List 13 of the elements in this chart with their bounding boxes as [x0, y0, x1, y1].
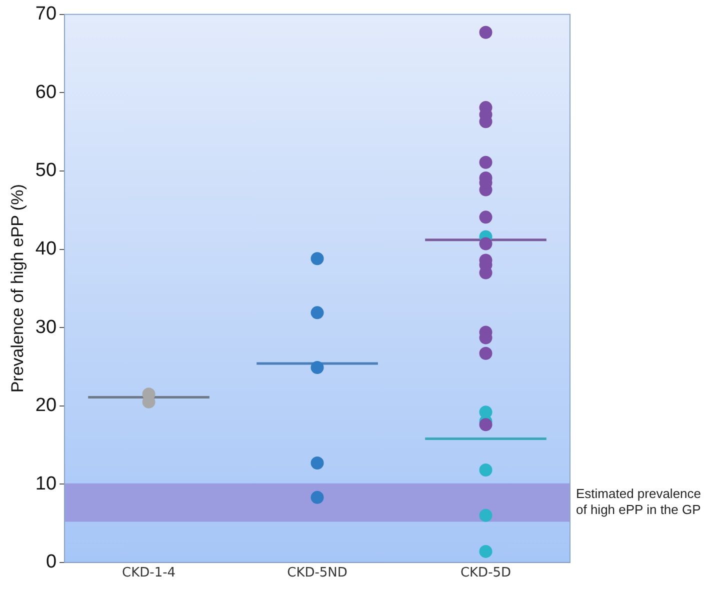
y-tick-label: 30: [35, 316, 57, 338]
band-label: Estimated prevalence of high ePP in the GP: [576, 486, 702, 518]
y-tick-label: 50: [35, 160, 57, 182]
y-tick-label: 70: [35, 4, 57, 25]
y-tick-label: 0: [46, 552, 57, 573]
x-tick-label: CKD-1-4: [122, 566, 176, 581]
y-tick-label: 20: [35, 395, 57, 416]
y-tick-label: 60: [35, 82, 57, 103]
x-tick-label: CKD-5D: [460, 566, 512, 581]
x-tick-label: CKD-5ND: [287, 566, 348, 581]
y-tick-label: 40: [35, 238, 57, 260]
y-axis-title: Prevalence of high ePP (%): [8, 184, 27, 393]
y-tick-label: 10: [35, 473, 57, 494]
